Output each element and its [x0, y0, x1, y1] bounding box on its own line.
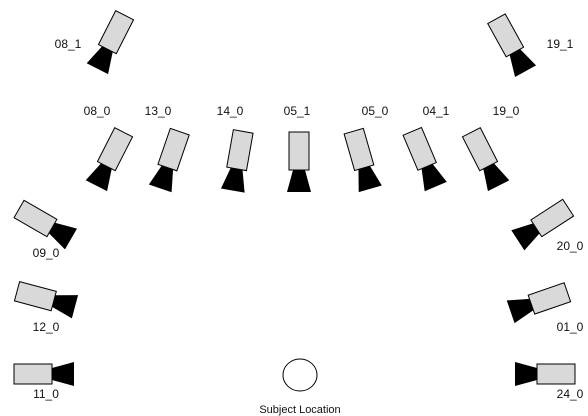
subject-location-marker [282, 358, 318, 392]
camera-lens [506, 298, 534, 324]
camera-label-01_0: 01_0 [557, 320, 584, 334]
camera-body [461, 127, 499, 172]
camera-label-08_1: 08_1 [55, 37, 82, 51]
camera-body [96, 127, 134, 172]
subject-location-label: Subject Location [259, 404, 340, 416]
camera-body [97, 10, 135, 55]
camera-label-05_1: 05_1 [284, 104, 311, 118]
camera-05_1 [287, 131, 311, 192]
camera-lens [148, 165, 174, 193]
camera-body [288, 131, 310, 171]
camera-body [487, 13, 525, 58]
camera-label-05_0: 05_0 [362, 104, 389, 118]
camera-lens [483, 163, 510, 192]
camera-19_0 [461, 127, 510, 192]
camera-13_0 [148, 127, 190, 193]
camera-label-14_0: 14_0 [217, 104, 244, 118]
camera-lens [358, 166, 382, 193]
camera-lens [421, 164, 447, 192]
camera-label-09_0: 09_0 [33, 246, 60, 260]
camera-24_0 [515, 362, 576, 386]
camera-body [402, 126, 437, 171]
camera-body [343, 127, 375, 172]
camera-09_0 [13, 199, 77, 250]
camera-label-19_1: 19_1 [547, 37, 574, 51]
camera-04_1 [402, 126, 447, 192]
camera-lens [287, 170, 311, 192]
camera-label-13_0: 13_0 [145, 104, 172, 118]
camera-lens [52, 362, 74, 386]
camera-body [157, 127, 190, 172]
camera-body [13, 363, 53, 385]
camera-body [530, 198, 575, 238]
camera-label-12_0: 12_0 [33, 320, 60, 334]
camera-lens [509, 49, 537, 78]
camera-20_0 [511, 198, 575, 251]
camera-lens [48, 222, 77, 250]
camera-label-11_0: 11_0 [33, 387, 59, 401]
camera-08_0 [85, 127, 134, 192]
camera-lens [515, 362, 537, 386]
camera-14_0 [220, 129, 254, 193]
camera-label-19_0: 19_0 [493, 104, 520, 118]
camera-19_1 [487, 13, 537, 78]
camera-lens [85, 163, 112, 192]
camera-label-20_0: 20_0 [557, 239, 584, 253]
camera-01_0 [506, 282, 572, 324]
camera-body [536, 363, 576, 385]
camera-lens [52, 295, 79, 319]
camera-lens [511, 223, 540, 251]
camera-body [13, 280, 57, 312]
camera-body [527, 282, 572, 315]
camera-lens [86, 46, 113, 75]
camera-label-04_1: 04_1 [423, 104, 450, 118]
camera-body [226, 129, 254, 172]
camera-12_0 [13, 280, 79, 319]
camera-08_1 [86, 10, 135, 75]
camera-05_0 [343, 127, 382, 193]
camera-label-24_0: 24_0 [557, 387, 584, 401]
camera-lens [220, 167, 245, 193]
camera-11_0 [13, 362, 74, 386]
camera-label-08_0: 08_0 [84, 104, 111, 118]
